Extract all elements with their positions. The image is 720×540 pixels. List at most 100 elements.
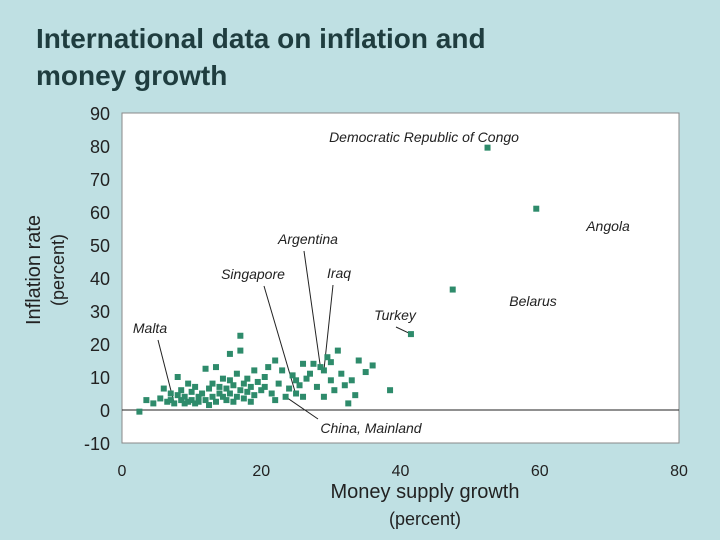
data-point [251, 367, 258, 374]
y-axis-sublabel: (percent) [48, 234, 68, 306]
x-tick-label: 20 [252, 463, 270, 480]
y-tick-label: 90 [90, 104, 110, 124]
data-point [272, 397, 279, 404]
callout-line [303, 250, 321, 368]
data-point [237, 347, 244, 354]
data-point [324, 354, 331, 361]
data-point [167, 390, 174, 397]
data-point [317, 364, 324, 371]
data-point [387, 387, 394, 394]
data-point [327, 377, 334, 384]
annotation-label: Singapore [221, 266, 285, 282]
data-point [533, 205, 540, 212]
data-point [268, 390, 275, 397]
x-axis-ticks: 0 20 40 60 80 [118, 463, 688, 480]
y-axis-ticks: 90 80 70 60 50 40 30 20 10 0 -10 [84, 104, 110, 454]
y-tick-label: 40 [90, 269, 110, 289]
data-point [272, 357, 279, 364]
data-point [300, 360, 307, 367]
data-point [150, 400, 157, 407]
data-point [261, 383, 268, 390]
x-tick-label: 80 [670, 463, 688, 480]
y-tick-label: -10 [84, 434, 110, 454]
data-point [355, 357, 362, 364]
data-point [219, 393, 226, 400]
data-point [223, 385, 230, 392]
data-point [258, 387, 265, 394]
annotation-label: Democratic Republic of Congo [329, 129, 519, 145]
y-tick-label: 70 [90, 170, 110, 190]
data-point [362, 369, 369, 376]
data-point [209, 380, 216, 387]
x-tick-label: 60 [531, 463, 549, 480]
data-point [369, 362, 376, 369]
annotation-labels: Democratic Republic of Congo Angola Argent… [133, 129, 630, 436]
data-point [237, 332, 244, 339]
data-points [136, 144, 540, 415]
data-point [195, 393, 202, 400]
data-point [303, 375, 310, 382]
data-point [178, 387, 185, 394]
data-point [247, 383, 254, 390]
annotation-label: Turkey [374, 307, 417, 323]
y-tick-label: 20 [90, 335, 110, 355]
data-point [240, 380, 247, 387]
data-point [293, 390, 300, 397]
data-point [484, 144, 491, 151]
data-point [202, 397, 209, 404]
data-point [348, 377, 355, 384]
data-point [181, 393, 188, 400]
x-tick-label: 40 [392, 463, 410, 480]
data-point [279, 367, 286, 374]
data-point [226, 377, 233, 384]
y-tick-label: 50 [90, 236, 110, 256]
y-tick-label: 0 [100, 401, 110, 421]
data-point [223, 397, 230, 404]
data-point [216, 390, 223, 397]
data-point [233, 393, 240, 400]
data-point [293, 377, 300, 384]
data-point [185, 380, 192, 387]
data-point [320, 393, 327, 400]
data-point [188, 388, 195, 395]
data-point [219, 375, 226, 382]
data-point [178, 397, 185, 404]
annotation-label: Argentina [277, 231, 338, 247]
annotation-label: Angola [585, 218, 630, 234]
data-point [212, 398, 219, 405]
plot-area [121, 112, 680, 444]
data-point [206, 385, 213, 392]
data-point [226, 390, 233, 397]
annotation-label: Iraq [327, 265, 351, 281]
data-point [251, 392, 258, 399]
data-point [327, 359, 334, 366]
data-point [188, 397, 195, 404]
data-point [313, 383, 320, 390]
data-point [195, 398, 202, 405]
data-point [265, 364, 272, 371]
data-point [206, 402, 213, 409]
data-point [244, 388, 251, 395]
data-point [352, 392, 359, 399]
data-point [247, 398, 254, 405]
data-point [300, 393, 307, 400]
data-point [244, 375, 251, 382]
data-point [320, 367, 327, 374]
data-point [334, 347, 341, 354]
data-point [261, 374, 268, 380]
data-point [216, 383, 223, 390]
data-point [254, 378, 261, 385]
data-point [226, 350, 233, 357]
annotation-label: China, Mainland [320, 420, 422, 436]
data-point [181, 400, 188, 407]
data-point [157, 395, 164, 402]
data-point [185, 398, 192, 405]
data-point [212, 364, 219, 371]
y-tick-label: 80 [90, 137, 110, 157]
data-point [407, 331, 414, 338]
data-point [174, 374, 181, 380]
data-point [230, 398, 237, 405]
slide-title: International data on inflation and mone… [36, 23, 486, 91]
x-axis-sublabel: (percent) [389, 509, 461, 529]
y-tick-label: 30 [90, 302, 110, 322]
